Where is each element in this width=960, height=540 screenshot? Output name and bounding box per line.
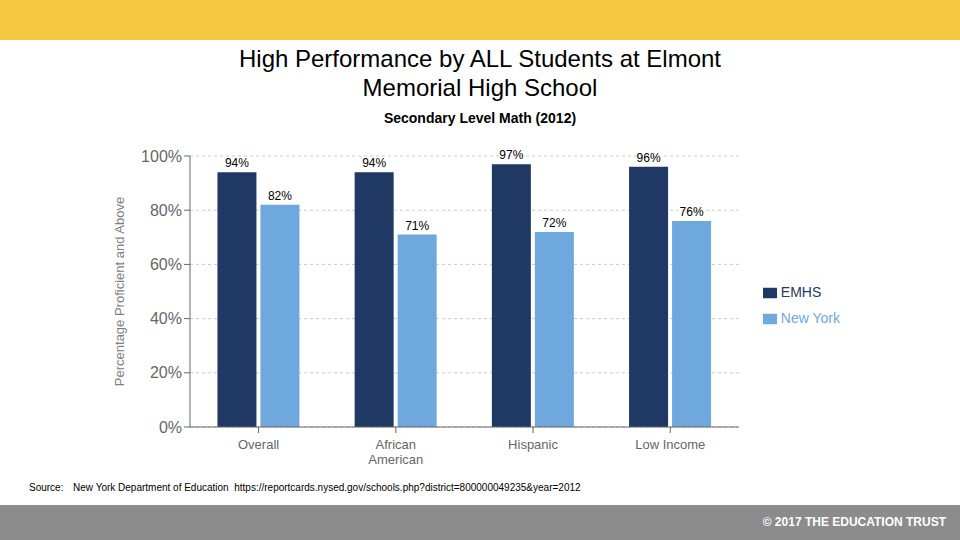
svg-text:76%: 76% <box>680 205 704 219</box>
html-text:© 2017 THE EDUCATION TRUST: © 2017 THE EDUCATION TRUST <box>762 515 946 529</box>
svg-text:96%: 96% <box>637 151 661 165</box>
svg-text:Hispanic: Hispanic <box>508 437 558 452</box>
svg-text:80%: 80% <box>150 202 182 219</box>
svg-text:Low Income: Low Income <box>635 437 705 452</box>
svg-text:40%: 40% <box>150 310 182 327</box>
svg-text:97%: 97% <box>499 148 523 162</box>
svg-text:82%: 82% <box>268 189 292 203</box>
html-text:Source: New York Department of: Source: New York Department of Education… <box>29 482 581 493</box>
svg-text:Overall: Overall <box>238 437 279 452</box>
html-text:New York: New York <box>780 310 840 326</box>
html-text:Secondary Level Math (2012): Secondary Level Math (2012) <box>383 110 577 126</box>
svg-text:60%: 60% <box>150 256 182 273</box>
html-text:EMHS: EMHS <box>780 284 822 300</box>
svg-text:94%: 94% <box>225 156 249 170</box>
svg-text:71%: 71% <box>405 219 429 233</box>
svg-text:Percentage Proficient and Abov: Percentage Proficient and Above <box>112 197 127 386</box>
svg-text:AfricanAmerican: AfricanAmerican <box>368 437 423 467</box>
svg-text:100%: 100% <box>141 148 182 165</box>
svg-text:20%: 20% <box>150 364 182 381</box>
svg-text:94%: 94% <box>362 156 386 170</box>
svg-text:0%: 0% <box>159 419 182 436</box>
svg-text:72%: 72% <box>542 216 566 230</box>
html-text:High Performance by ALL Studen: High Performance by ALL Students at Elmo… <box>239 45 721 101</box>
